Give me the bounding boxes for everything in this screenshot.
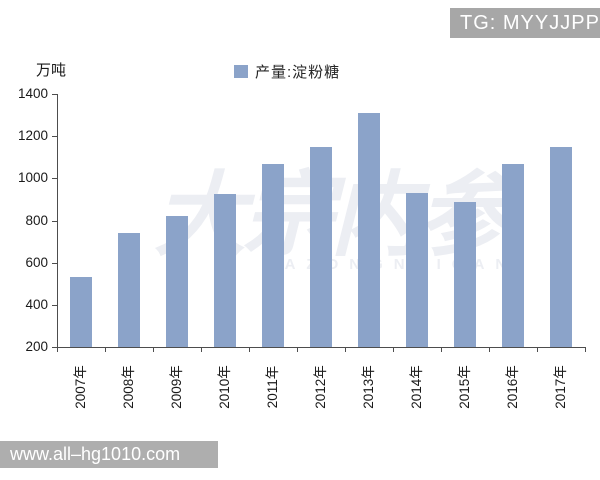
x-axis-label-2015: 2015年	[457, 365, 472, 409]
y-tick-mark	[52, 347, 57, 348]
x-tick-mark	[345, 347, 346, 352]
x-tick-mark	[441, 347, 442, 352]
y-tick-mark	[52, 305, 57, 306]
footer-url: www.all–hg1010.com	[10, 444, 181, 464]
y-tick-mark	[52, 221, 57, 222]
x-axis-label-2014: 2014年	[409, 365, 424, 409]
legend-swatch-icon	[234, 64, 248, 78]
x-tick-mark	[537, 347, 538, 352]
y-tick-label: 200	[25, 339, 48, 354]
y-axis-unit-label: 万吨	[36, 62, 67, 79]
x-axis-label-2008: 2008年	[121, 365, 136, 409]
legend-label: 产量:淀粉糖	[255, 63, 341, 81]
bar-2014	[406, 193, 428, 347]
y-tick-mark	[52, 178, 57, 179]
y-tick-mark	[52, 263, 57, 264]
bar-2015	[454, 202, 476, 347]
y-tick-label: 1000	[17, 170, 48, 185]
tg-badge: TG: MYYJJPP	[450, 8, 600, 38]
bar-2016	[502, 164, 524, 347]
y-tick-label: 600	[25, 255, 48, 270]
x-axis-label-2007: 2007年	[73, 365, 88, 409]
y-tick-label: 400	[25, 297, 48, 312]
bar-2012	[310, 147, 332, 347]
bar-2010	[214, 194, 236, 347]
y-axis-line	[57, 94, 58, 347]
y-tick-label: 1400	[17, 86, 48, 101]
x-axis-label-2012: 2012年	[313, 365, 328, 409]
x-tick-mark	[393, 347, 394, 352]
x-tick-mark	[153, 347, 154, 352]
bar-2009	[166, 216, 188, 347]
bar-2008	[118, 233, 140, 347]
x-axis-label-2017: 2017年	[553, 365, 568, 409]
x-axis-label-2009: 2009年	[169, 365, 184, 409]
x-tick-mark	[297, 347, 298, 352]
x-tick-mark	[57, 347, 58, 352]
x-axis-label-2013: 2013年	[361, 365, 376, 409]
x-axis-label-2011: 2011年	[265, 365, 280, 409]
x-tick-mark	[249, 347, 250, 352]
footer-url-bar: www.all–hg1010.com	[0, 441, 218, 468]
x-tick-mark	[105, 347, 106, 352]
legend: 产量:淀粉糖	[234, 61, 340, 81]
y-tick-label: 800	[25, 213, 48, 228]
x-tick-mark	[201, 347, 202, 352]
y-tick-mark	[52, 94, 57, 95]
bar-2011	[262, 164, 284, 347]
y-tick-mark	[52, 136, 57, 137]
x-tick-mark	[489, 347, 490, 352]
bar-2017	[550, 147, 572, 347]
x-axis-line	[57, 347, 586, 348]
x-axis-label-2016: 2016年	[505, 365, 520, 409]
bar-2007	[70, 277, 92, 347]
x-tick-mark	[585, 347, 586, 352]
x-axis-label-2010: 2010年	[217, 365, 232, 409]
y-tick-label: 1200	[17, 128, 48, 143]
bar-2013	[358, 113, 380, 347]
